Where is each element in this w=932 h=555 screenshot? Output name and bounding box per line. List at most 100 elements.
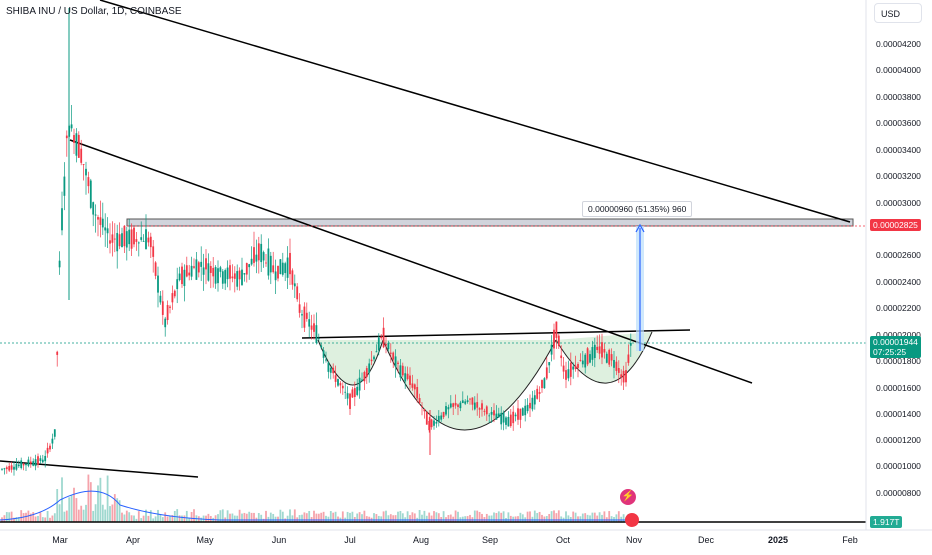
candle-body bbox=[483, 410, 486, 412]
volume-bar bbox=[61, 477, 63, 522]
price-axis[interactable]: 0.00004200 0.00004000 0.00003800 0.00003600… bbox=[866, 26, 932, 530]
volume-bar bbox=[277, 516, 279, 522]
candle-body bbox=[409, 375, 411, 385]
candle-body bbox=[524, 405, 527, 416]
volume-bar bbox=[533, 510, 536, 522]
volume-bar bbox=[385, 510, 387, 522]
volume-bar bbox=[140, 518, 143, 522]
candle-body bbox=[121, 233, 123, 248]
candle-body bbox=[44, 455, 47, 462]
candle-body bbox=[260, 243, 263, 263]
volume-bar bbox=[617, 511, 620, 522]
candle-body bbox=[353, 388, 356, 398]
candle-body bbox=[538, 392, 541, 394]
candle-body bbox=[437, 415, 440, 422]
volume-bar bbox=[154, 516, 157, 522]
volume-bar bbox=[77, 509, 80, 522]
time-tick: Nov bbox=[625, 535, 643, 545]
candle-body bbox=[445, 406, 447, 415]
volume-bar bbox=[529, 511, 531, 522]
candle-body bbox=[80, 148, 83, 163]
volume-bar bbox=[457, 511, 459, 522]
volume-bar bbox=[615, 514, 618, 522]
price-tick: 0.00002000 bbox=[876, 330, 921, 340]
candle-body bbox=[17, 464, 20, 467]
candle-body bbox=[471, 397, 474, 405]
candle-body bbox=[207, 263, 210, 281]
volume-bar bbox=[377, 515, 380, 522]
volume-bar bbox=[514, 516, 517, 522]
volume-bar bbox=[305, 513, 308, 522]
candle-body bbox=[164, 318, 167, 328]
candle-body bbox=[514, 414, 517, 417]
volume-bar bbox=[507, 512, 510, 522]
candle-body bbox=[70, 124, 73, 129]
volume-bar bbox=[145, 509, 147, 522]
currency-button[interactable]: USD bbox=[874, 3, 922, 23]
volume-bar bbox=[586, 514, 589, 522]
candle-body bbox=[562, 365, 565, 372]
price-tick: 0.00000800 bbox=[876, 488, 921, 498]
time-tick: Dec bbox=[697, 535, 715, 545]
volume-bar bbox=[92, 510, 95, 522]
volume-bar bbox=[269, 512, 272, 522]
candle-body bbox=[53, 429, 56, 437]
volume-bar bbox=[346, 511, 349, 522]
candle-body bbox=[473, 402, 476, 410]
volume-bar bbox=[430, 515, 433, 522]
candle-body bbox=[608, 349, 611, 365]
volume-bar bbox=[392, 515, 395, 522]
candle-body bbox=[569, 362, 572, 377]
volume-bar bbox=[109, 506, 111, 522]
volume-bar bbox=[214, 515, 217, 522]
volume-bar bbox=[265, 510, 267, 522]
candle-body bbox=[39, 458, 42, 461]
candle-body bbox=[581, 360, 584, 365]
lightning-icon[interactable]: ⚡ bbox=[620, 489, 636, 505]
candle-body bbox=[233, 273, 236, 279]
candle-body bbox=[622, 370, 625, 383]
cup-left-arc bbox=[317, 339, 384, 386]
symbol-title[interactable]: SHIBA INU / US Dollar, 1D, COINBASE bbox=[6, 6, 182, 17]
volume-bar bbox=[46, 511, 49, 522]
volume-bar bbox=[3, 515, 6, 522]
volume-bar bbox=[253, 512, 255, 522]
candle-body bbox=[291, 270, 294, 285]
volume-bar bbox=[142, 515, 145, 522]
candle-body bbox=[605, 353, 608, 363]
measure-tool-label[interactable]: 0.00000960 (51.35%) 960 bbox=[582, 201, 693, 217]
candle-body bbox=[481, 403, 483, 410]
handle-arc bbox=[555, 331, 653, 384]
candle-body bbox=[545, 367, 548, 379]
resistance-zone bbox=[126, 218, 854, 227]
cup-main-arc bbox=[382, 339, 557, 431]
candle-body bbox=[337, 379, 339, 386]
candle-body bbox=[154, 262, 157, 276]
candle-body bbox=[459, 402, 462, 409]
volume-bar bbox=[209, 515, 212, 522]
candle-body bbox=[217, 268, 219, 284]
volume-bar bbox=[121, 512, 123, 522]
candle-body bbox=[46, 447, 49, 454]
candle-body bbox=[452, 403, 455, 407]
volume-bar bbox=[101, 504, 104, 522]
volume-bar bbox=[322, 511, 325, 522]
candle-body bbox=[461, 400, 464, 404]
candle-body bbox=[205, 258, 207, 270]
volume-bar bbox=[291, 515, 294, 522]
volume-bar bbox=[178, 515, 181, 522]
candle-body bbox=[418, 398, 421, 403]
candle-body bbox=[128, 229, 131, 245]
candle-body bbox=[526, 404, 529, 412]
volume-bar bbox=[476, 510, 479, 522]
candle-body bbox=[615, 361, 618, 371]
volume-bar bbox=[231, 513, 234, 522]
volume-bar bbox=[320, 512, 323, 522]
volume-bar bbox=[51, 515, 54, 522]
volume-bar bbox=[531, 516, 534, 522]
volume-bar bbox=[169, 515, 171, 522]
volume-bar bbox=[545, 516, 548, 522]
volume-bar bbox=[238, 509, 241, 522]
